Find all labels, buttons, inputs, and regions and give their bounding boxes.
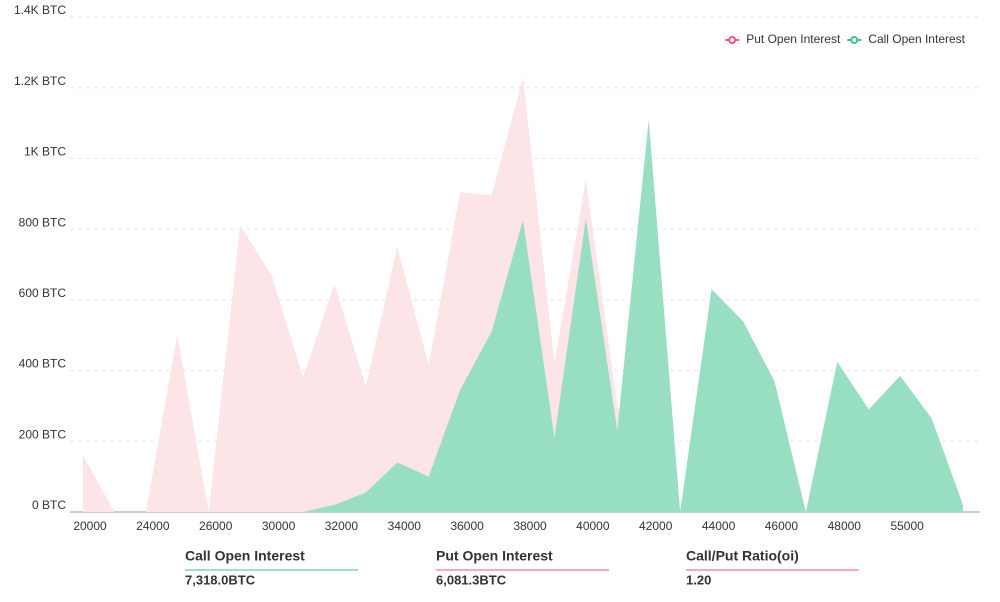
- summary-label: Call Open Interest: [185, 548, 305, 564]
- y-tick-label: 800 BTC: [19, 215, 67, 229]
- summary-value: 7,318.0BTC: [185, 572, 256, 587]
- x-tick-label: 55000: [890, 519, 924, 533]
- y-tick-label: 1.2K BTC: [14, 74, 66, 88]
- x-tick-label: 48000: [828, 519, 862, 533]
- legend-label: Call Open Interest: [868, 32, 965, 46]
- summary-label: Put Open Interest: [436, 548, 553, 564]
- x-tick-label: 36000: [450, 519, 484, 533]
- x-tick-label: 46000: [765, 519, 799, 533]
- legend-label: Put Open Interest: [746, 32, 841, 46]
- y-tick-label: 600 BTC: [19, 286, 67, 300]
- area: [83, 119, 963, 513]
- y-tick-label: 1K BTC: [24, 145, 66, 159]
- y-tick-label: 1.4K BTC: [14, 3, 66, 17]
- x-tick-label: 24000: [136, 519, 170, 533]
- x-tick-label: 20000: [73, 519, 107, 533]
- y-tick-label: 400 BTC: [19, 357, 67, 371]
- summary-value: 1.20: [686, 572, 711, 587]
- x-tick-label: 34000: [388, 519, 422, 533]
- legend-marker: [850, 36, 859, 44]
- x-tick-label: 30000: [262, 519, 296, 533]
- x-tick-label: 32000: [325, 519, 359, 533]
- summary-label: Call/Put Ratio(oi): [686, 548, 799, 564]
- x-tick-label: 26000: [199, 519, 233, 533]
- y-tick-label: 0 BTC: [32, 498, 66, 512]
- legend-marker: [728, 36, 737, 44]
- x-tick-label: 40000: [576, 519, 610, 533]
- summary-value: 6,081.3BTC: [436, 572, 507, 587]
- x-tick-label: 38000: [513, 519, 547, 533]
- x-tick-label: 44000: [702, 519, 736, 533]
- y-tick-label: 200 BTC: [19, 427, 67, 441]
- x-tick-label: 42000: [639, 519, 673, 533]
